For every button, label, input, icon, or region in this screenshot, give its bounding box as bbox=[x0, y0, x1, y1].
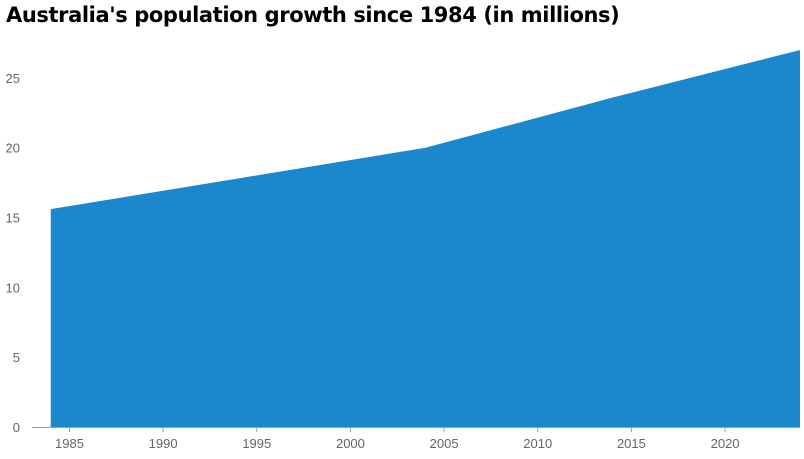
x-tick-label: 1990 bbox=[149, 436, 178, 451]
chart-title: Australia's population growth since 1984… bbox=[6, 3, 620, 27]
x-tick-label: 2020 bbox=[711, 436, 740, 451]
x-tick-label: 2005 bbox=[430, 436, 459, 451]
x-tick-label: 2010 bbox=[523, 436, 552, 451]
x-tick-label: 1995 bbox=[242, 436, 271, 451]
area-layer bbox=[50, 50, 801, 427]
y-axis: 0 5 10 15 20 25 bbox=[6, 71, 20, 435]
x-axis: 1985 1990 1995 2000 2005 2010 2015 2020 bbox=[32, 427, 800, 451]
population-area bbox=[50, 50, 801, 427]
x-tick-label: 2015 bbox=[617, 436, 646, 451]
y-tick-label: 0 bbox=[13, 420, 20, 435]
y-tick-label: 15 bbox=[6, 211, 20, 226]
y-tick-label: 20 bbox=[6, 141, 20, 156]
y-tick-label: 5 bbox=[13, 350, 20, 365]
y-tick-label: 25 bbox=[6, 71, 20, 86]
x-tick-label: 2000 bbox=[336, 436, 365, 451]
y-tick-label: 10 bbox=[6, 280, 20, 295]
x-tick-label: 1985 bbox=[55, 436, 84, 451]
